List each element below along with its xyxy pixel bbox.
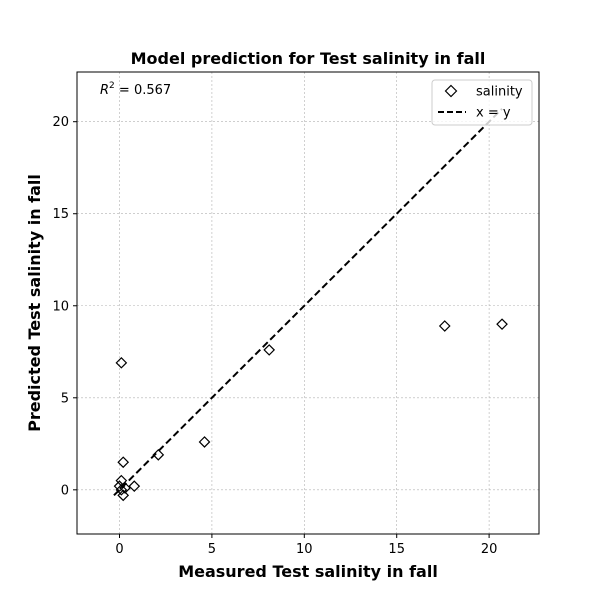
- y-tick-label: 15: [52, 207, 69, 222]
- data-point: [119, 482, 131, 494]
- plot-frame: [76, 71, 540, 535]
- y-axis-label: Predicted Test salinity in fall: [25, 174, 44, 432]
- data-point: [115, 356, 128, 369]
- identity-line: [113, 108, 503, 497]
- x-axis-label: Measured Test salinity in fall: [178, 562, 438, 581]
- r-squared-symbol: R: [100, 83, 109, 98]
- data-point: [115, 483, 128, 496]
- legend-diamond-marker: [444, 84, 458, 98]
- x-tick-label: 20: [481, 542, 498, 557]
- data-points: [113, 318, 508, 502]
- x-tick-label: 10: [296, 542, 313, 557]
- data-point: [128, 480, 141, 492]
- y-tick-label: 10: [52, 299, 69, 314]
- x-tick-label: 5: [208, 542, 216, 557]
- data-point: [198, 436, 211, 448]
- y-tick-label: 20: [52, 115, 69, 130]
- data-point: [117, 456, 130, 469]
- y-tick-label: 0: [61, 483, 69, 498]
- r-squared-annotation: R2 = 0.567: [100, 81, 171, 98]
- data-point: [496, 318, 508, 331]
- r-squared-superscript: 2: [109, 81, 115, 91]
- grid: [77, 72, 539, 534]
- legend: salinity x = y: [431, 79, 533, 126]
- data-point: [438, 320, 451, 332]
- y-tick-label: 5: [61, 391, 69, 406]
- identity-line-layer: [113, 108, 503, 497]
- data-point: [117, 489, 130, 502]
- x-tick-label: 15: [388, 542, 405, 557]
- chart-title: Model prediction for Test salinity in fa…: [131, 49, 486, 68]
- data-point: [263, 344, 276, 356]
- legend-label-salinity: salinity: [476, 85, 523, 100]
- data-point: [115, 474, 128, 487]
- data-point: [152, 449, 165, 461]
- r-squared-value: = 0.567: [115, 83, 171, 98]
- axis-ticks: 0 5 10 15 20 0 5 10 15 20: [52, 115, 497, 557]
- x-tick-label: 0: [115, 542, 123, 557]
- legend-label-identity: x = y: [476, 106, 511, 121]
